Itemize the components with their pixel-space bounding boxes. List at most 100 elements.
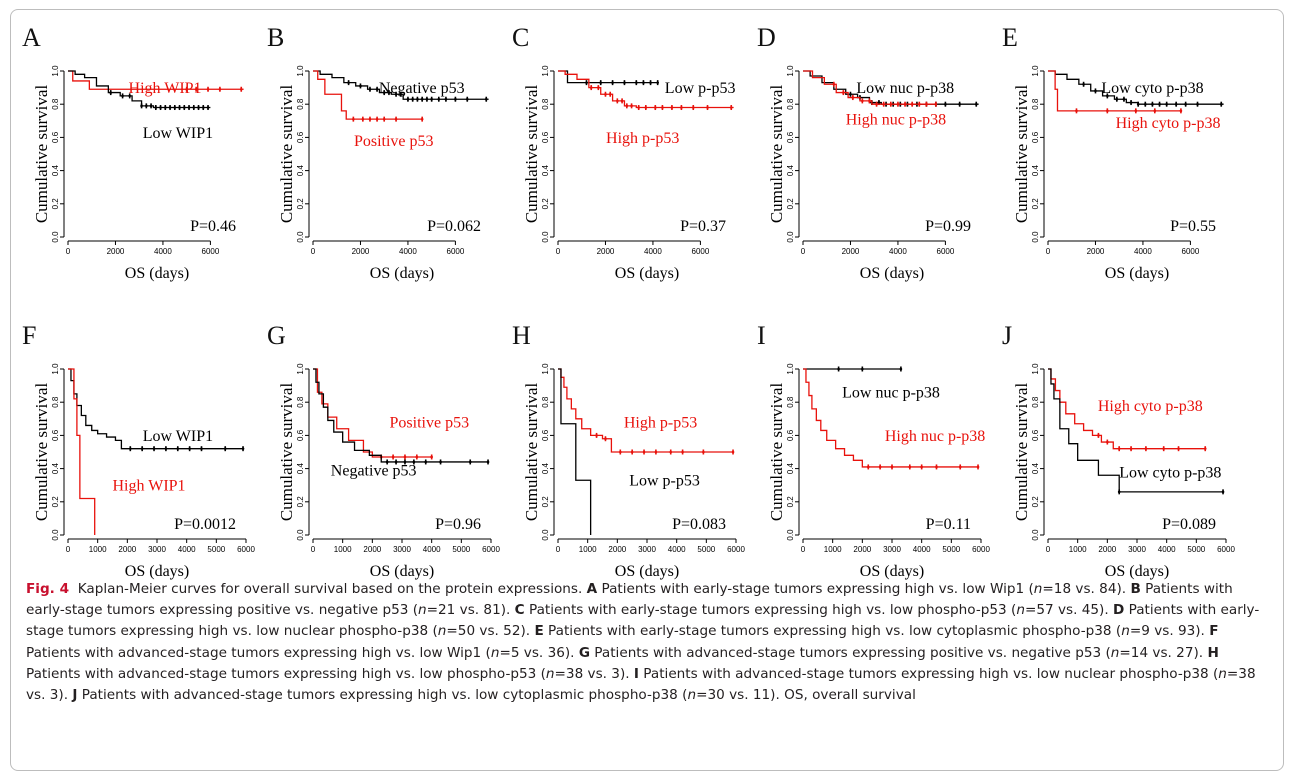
series-label: Low WIP1 (143, 428, 213, 445)
x-tick-label: 3000 (393, 545, 411, 554)
series-label: Low p-p53 (629, 473, 700, 490)
censor-dot (920, 465, 923, 469)
censor-dot (958, 465, 962, 469)
y-tick-label: 0.0 (51, 231, 60, 243)
censor-dot (731, 450, 735, 454)
series-label: Low WIP1 (143, 125, 213, 142)
censor-dot (394, 117, 398, 121)
x-tick-label: 4000 (154, 247, 172, 256)
series-label: Negative p53 (379, 80, 465, 97)
caption-part-h: H Patients with advanced-stage tumors ex… (26, 644, 1219, 682)
censor-dot (729, 106, 733, 109)
censor-dot (140, 104, 143, 108)
x-tick-label: 6000 (972, 545, 990, 554)
censor-dot (368, 87, 372, 91)
censor-dot (1094, 89, 1097, 93)
x-tick-label: 3000 (1128, 545, 1146, 554)
censor-dot (168, 106, 172, 109)
x-tick-label: 0 (801, 545, 806, 554)
y-tick-label: 0.2 (296, 198, 305, 210)
x-tick-label: 6000 (202, 247, 220, 256)
caption-part-letter: I (633, 665, 639, 682)
censor-dot (375, 117, 379, 121)
censor-dot (420, 97, 424, 101)
y-tick-label: 0.0 (1031, 231, 1040, 243)
censor-dot (680, 106, 683, 109)
x-tick-label: 1000 (89, 545, 107, 554)
censor-dot (1129, 101, 1133, 104)
series-label: High nuc p-p38 (846, 112, 946, 129)
y-tick-label: 0.4 (51, 462, 60, 474)
y-axis-label: Cumulative survival (277, 85, 296, 224)
panel-letter: J (1002, 321, 1012, 350)
x-tick-label: 0 (1046, 545, 1051, 554)
y-tick-label: 0.4 (786, 462, 795, 474)
y-tick-label: 0.0 (786, 529, 795, 541)
x-axis-label: OS (days) (1105, 563, 1169, 580)
y-tick-label: 0.4 (541, 164, 550, 176)
censor-dot (656, 81, 659, 84)
censor-dot (635, 81, 638, 84)
x-tick-label: 0 (556, 247, 561, 256)
x-axis-label: OS (days) (615, 563, 679, 580)
censor-dot (1221, 490, 1225, 494)
x-tick-label: 6000 (727, 545, 745, 554)
censor-dot (1174, 102, 1178, 106)
panel-j: J Cumulative survival 0.0 0.2 0.4 0.6 0.8 1.0 0 1… (1000, 314, 1250, 580)
p-value-label: P=0.11 (926, 516, 971, 533)
censor-dot (585, 81, 588, 84)
x-tick-label: 0 (311, 545, 316, 554)
censor-dot (597, 86, 600, 89)
panel-letter: C (512, 23, 529, 52)
y-tick-label: 0.4 (51, 164, 60, 176)
caption-part-letter: B (1130, 581, 1141, 597)
censor-dot (223, 447, 227, 450)
censor-dot (910, 102, 914, 106)
censor-dot (1184, 102, 1187, 106)
y-tick-label: 0.8 (51, 98, 60, 110)
x-tick-label: 0 (311, 247, 316, 256)
censor-dot (925, 102, 928, 106)
y-tick-label: 0.2 (296, 496, 305, 508)
censor-dot (1196, 102, 1199, 106)
censor-dot (917, 102, 921, 106)
y-tick-label: 0.2 (1031, 198, 1040, 210)
censor-dot (1136, 102, 1140, 106)
y-tick-label: 0.6 (296, 429, 305, 441)
censor-dot (187, 106, 191, 109)
x-tick-label: 2000 (842, 247, 860, 256)
y-tick-label: 0.6 (1031, 131, 1040, 143)
censor-dot (908, 465, 912, 469)
censor-dot (890, 465, 894, 469)
x-tick-label: 6000 (237, 545, 255, 554)
x-tick-label: 6000 (482, 545, 500, 554)
p-value-label: P=0.062 (427, 218, 481, 235)
caption-part-letter: D (1112, 602, 1125, 619)
series-label: High WIP1 (113, 478, 186, 495)
caption-part-letter: J (72, 687, 78, 704)
x-axis-label: OS (days) (125, 563, 189, 580)
caption-part-i: I Patients with advanced-stage tumors ex… (26, 665, 1256, 704)
censor-dot (599, 81, 603, 84)
censor-dot (145, 104, 148, 108)
censor-dot (669, 450, 673, 454)
series-label: High cyto p-p38 (1116, 115, 1221, 132)
y-axis-label: Cumulative survival (277, 383, 296, 522)
censor-dot (1162, 447, 1165, 450)
censor-dot (1144, 447, 1148, 450)
censor-dot (616, 99, 619, 103)
x-tick-label: 5000 (1187, 545, 1205, 554)
panel-b: B Cumulative survival 0.0 0.2 0.4 0.6 0.8 1.0 0 2… (265, 16, 515, 282)
censor-dot (1129, 447, 1133, 450)
censor-dot (604, 437, 607, 441)
x-axis-label: OS (days) (125, 265, 189, 282)
censor-dot (465, 97, 469, 101)
x-tick-label: 5000 (942, 545, 960, 554)
censor-dot (903, 102, 907, 106)
y-tick-label: 0.0 (541, 529, 550, 541)
censor-dot (625, 104, 629, 108)
censor-dot (121, 94, 124, 98)
x-tick-label: 6000 (447, 247, 465, 256)
